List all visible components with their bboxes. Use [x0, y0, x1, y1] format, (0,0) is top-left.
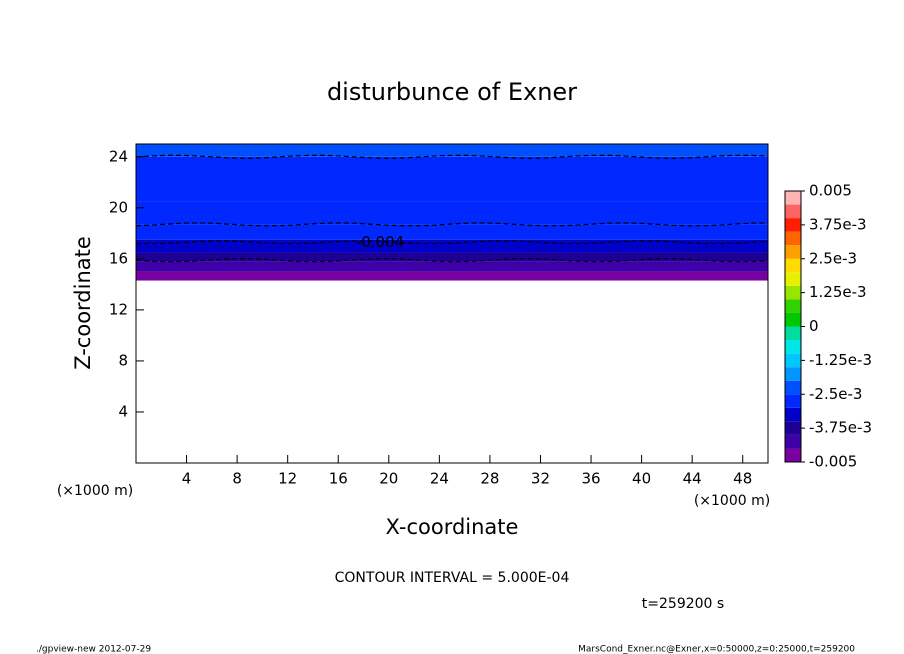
- colorbar-swatch: [785, 299, 801, 313]
- y-tick-label: 16: [109, 249, 128, 267]
- y-tick-label: 4: [118, 402, 128, 420]
- contour-interval: CONTOUR INTERVAL = 5.000E-04: [335, 570, 570, 586]
- time-label: t=259200 s: [642, 596, 724, 612]
- chart-title: disturbunce of Exner: [327, 78, 577, 106]
- x-tick-label: 16: [329, 470, 348, 488]
- colorbar-swatch: [785, 258, 801, 273]
- x-tick-label: 32: [531, 470, 550, 488]
- colorbar-label: -1.25e-3: [809, 351, 872, 369]
- colorbar-swatch: [785, 353, 801, 368]
- colorbar-swatch: [785, 272, 801, 286]
- field-band: [136, 201, 768, 225]
- colorbar-label: 0: [809, 317, 819, 335]
- colorbar-label: -3.75e-3: [809, 419, 872, 437]
- colorbar-label: 3.75e-3: [809, 215, 867, 233]
- colorbar-label: -0.005: [809, 453, 857, 471]
- colorbar-swatch: [785, 312, 801, 327]
- colorbar-swatch: [785, 191, 801, 205]
- colorbar-label: -2.5e-3: [809, 385, 862, 403]
- colorbar-swatch: [785, 380, 801, 395]
- colorbar-label: 0.005: [809, 182, 852, 200]
- x-tick-label: 44: [683, 470, 702, 488]
- y-tick-label: 8: [118, 351, 128, 369]
- colorbar-swatch: [785, 407, 801, 422]
- colorbar-swatch: [785, 448, 801, 462]
- field-band: [136, 156, 768, 202]
- field-band: [136, 271, 768, 281]
- field-band: [136, 239, 768, 253]
- x-tick-label: 28: [480, 470, 499, 488]
- x-tick-label: 48: [733, 470, 752, 488]
- y-tick-label: 12: [109, 300, 128, 318]
- colorbar-swatch: [785, 204, 801, 219]
- field-band: [136, 252, 768, 262]
- colorbar-swatch: [785, 285, 801, 300]
- colorbar-swatch: [785, 218, 801, 232]
- colorbar-swatch: [785, 340, 801, 354]
- x-axis-label: X-coordinate: [386, 515, 519, 539]
- plot-frame: [135, 143, 769, 464]
- x-tick-label: 8: [232, 470, 242, 488]
- colorbar-label: 2.5e-3: [809, 249, 857, 267]
- y-tick-label: 24: [109, 147, 128, 165]
- y-unit: (×1000 m): [57, 483, 133, 499]
- colorbar-swatch: [785, 367, 801, 381]
- y-tick-label: 20: [109, 198, 128, 216]
- contour-line: [135, 154, 769, 159]
- colorbar-swatch: [785, 326, 801, 341]
- colorbar-swatch: [785, 421, 801, 435]
- contour-line: [135, 222, 769, 227]
- x-tick-label: 4: [182, 470, 192, 488]
- footer-right: MarsCond_Exner.nc@Exner,x=0:50000,z=0:25…: [578, 645, 855, 654]
- colorbar-swatch: [785, 245, 801, 259]
- contour-line: [135, 258, 769, 263]
- x-tick-label: 20: [379, 470, 398, 488]
- x-unit: (×1000 m): [694, 493, 770, 509]
- field-band: [136, 224, 768, 240]
- contour-line: [135, 240, 769, 245]
- y-axis-label: Z-coordinate: [71, 236, 95, 370]
- x-tick-label: 24: [430, 470, 449, 488]
- field-band: [136, 144, 768, 157]
- x-tick-label: 40: [632, 470, 651, 488]
- colorbar-label: 1.25e-3: [809, 283, 867, 301]
- contour-label: -0.004: [356, 233, 404, 251]
- x-tick-label: 36: [581, 470, 600, 488]
- colorbar-swatch: [785, 434, 801, 449]
- x-tick-label: 12: [278, 470, 297, 488]
- field-band: [136, 261, 768, 272]
- colorbar-swatch: [785, 394, 801, 408]
- footer-left: ./gpview-new 2012-07-29: [36, 645, 151, 654]
- colorbar-swatch: [785, 231, 801, 246]
